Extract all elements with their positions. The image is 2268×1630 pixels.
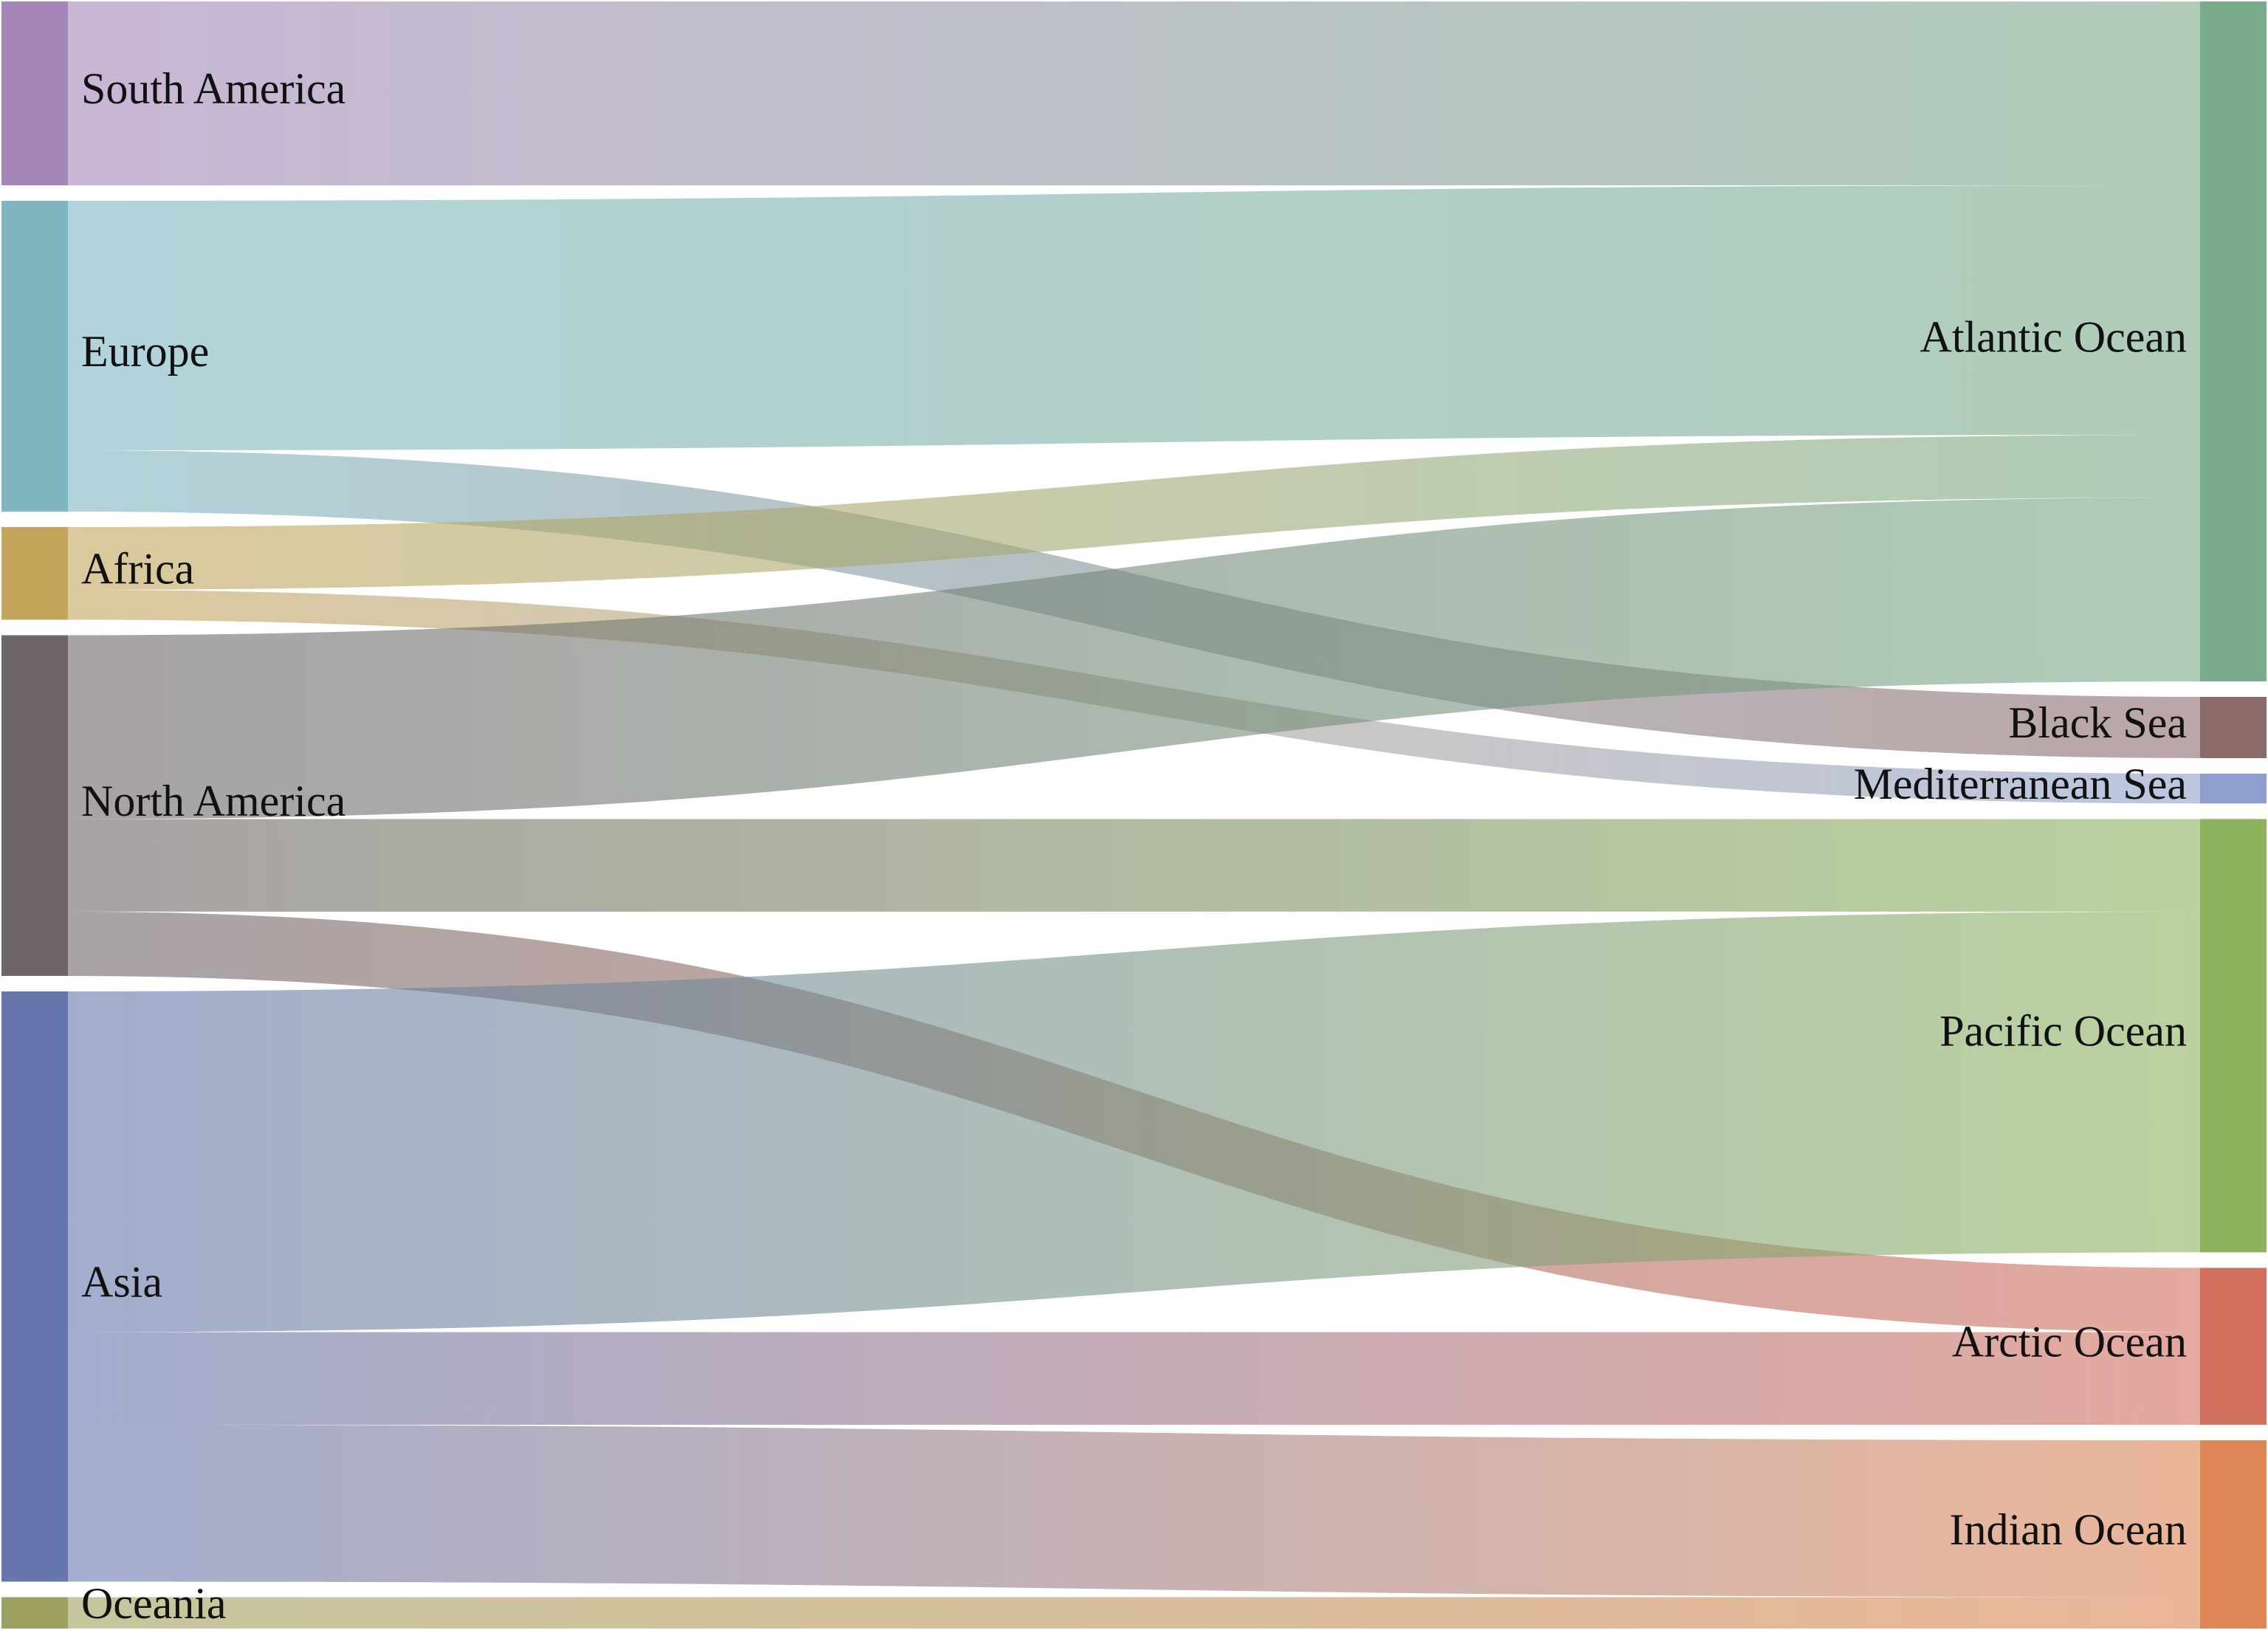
sankey-labels: South America Europe Africa North America As…: [81, 64, 2187, 1628]
label-africa: Africa: [81, 544, 194, 593]
label-arctic: Arctic Ocean: [1952, 1317, 2187, 1366]
node-indian: [2200, 1440, 2267, 1629]
label-south-america: South America: [81, 64, 346, 113]
flow-asia-to-indian: [68, 1424, 2200, 1598]
flow-africa-to-atlantic: [68, 434, 2200, 590]
node-mediterranean: [2200, 773, 2267, 804]
label-indian: Indian Ocean: [1949, 1505, 2187, 1554]
flow-asia-to-arctic: [68, 1332, 2200, 1425]
flow-south_america-to-atlantic: [68, 1, 2200, 185]
label-pacific: Pacific Ocean: [1939, 1007, 2187, 1056]
label-atlantic: Atlantic Ocean: [1920, 312, 2188, 361]
label-north-america: North America: [81, 777, 346, 825]
node-africa: [1, 526, 68, 620]
node-oceania: [1, 1597, 68, 1629]
node-north-america: [1, 635, 68, 976]
flow-europe-to-atlantic: [68, 185, 2200, 450]
sankey-links: [68, 1, 2200, 1629]
node-south-america: [1, 1, 68, 185]
flow-north_america-to-atlantic: [68, 498, 2200, 819]
flow-oceania-to-indian: [68, 1597, 2200, 1629]
flow-asia-to-pacific: [68, 911, 2200, 1332]
node-atlantic: [2200, 1, 2267, 681]
label-oceania: Oceania: [81, 1579, 227, 1628]
label-europe: Europe: [81, 327, 209, 376]
node-black-sea: [2200, 696, 2267, 758]
label-asia: Asia: [81, 1257, 162, 1306]
flow-north_america-to-pacific: [68, 819, 2200, 912]
label-mediterranean: Mediterranean Sea: [1854, 760, 2187, 808]
label-black-sea: Black Sea: [2008, 698, 2187, 747]
node-arctic: [2200, 1268, 2267, 1425]
node-europe: [1, 200, 68, 512]
node-asia: [1, 991, 68, 1582]
node-pacific: [2200, 819, 2267, 1253]
